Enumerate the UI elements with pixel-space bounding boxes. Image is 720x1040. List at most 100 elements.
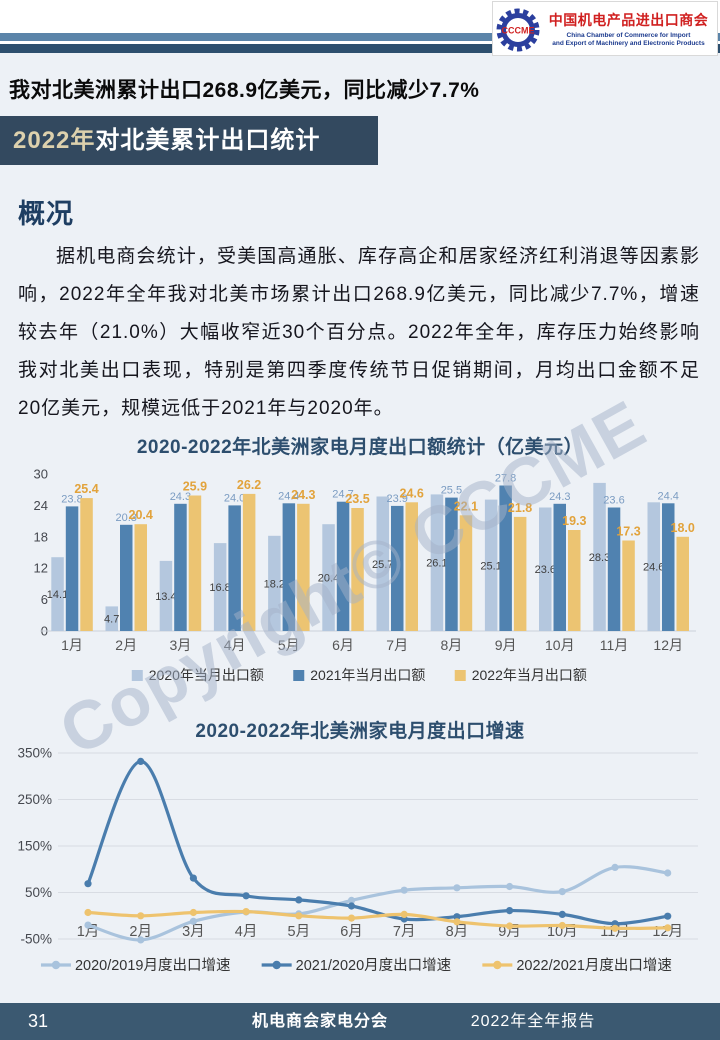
line-month-label: 2月 [129, 924, 152, 940]
bar-month-label: 12月 [653, 637, 683, 653]
line-data-point [506, 907, 514, 915]
line-data-point [506, 922, 514, 930]
line-data-point [558, 910, 566, 918]
legend-dot-marker [272, 960, 281, 970]
bar-data-label: 25.1 [480, 560, 501, 572]
bar-data-label: 16.8 [209, 582, 230, 594]
bar-segment [159, 560, 173, 631]
bar-segment [459, 515, 473, 631]
line-data-point [137, 936, 145, 944]
line-data-point [84, 921, 92, 929]
line-y-tick-label: 150% [17, 839, 52, 854]
bar-segment [242, 493, 256, 631]
line-data-point [347, 902, 356, 910]
bar-data-label: 25.9 [183, 479, 207, 493]
bar-month-label: 2月 [115, 637, 137, 653]
bar-segment [568, 530, 581, 631]
line-data-point [295, 896, 303, 904]
bar-segment [405, 502, 418, 631]
footer-center-text: 机电商会家电分会 [251, 1013, 388, 1030]
line-data-point [453, 918, 461, 926]
bar-segment [322, 524, 335, 631]
bar-data-label: 23.8 [61, 493, 82, 505]
bar-data-label: 25.4 [74, 482, 98, 496]
bar-y-tick-label: 30 [34, 467, 48, 482]
bar-segment [593, 482, 606, 631]
line-series-path [86, 865, 670, 942]
bar-data-label: 18.0 [671, 521, 695, 535]
bar-data-label: 20.4 [129, 508, 153, 522]
bar-data-label: 17.3 [616, 524, 640, 538]
bar-data-label: 25.5 [441, 485, 462, 497]
bar-y-tick-label: 6 [41, 592, 48, 607]
bar-month-label: 4月 [224, 637, 246, 653]
bar-data-label: 23.6 [535, 564, 556, 576]
org-name-en: China Chamber of Commerce for Import and… [543, 32, 714, 48]
line-month-label: 7月 [393, 924, 416, 940]
bar-segment [105, 606, 118, 631]
line-y-tick-label: 350% [17, 746, 52, 761]
line-data-point [558, 921, 566, 930]
line-chart-title: 2020-2022年北美洲家电月度出口增速 [195, 721, 525, 742]
line-chart: 350%250%150%50%-50% 1月 2月 3月 4月 5月 6月 7月 8月 9月 10月… [17, 746, 698, 974]
bar-data-label: 23.5 [345, 492, 369, 506]
bar-segment [499, 485, 512, 631]
line-data-point [611, 863, 619, 871]
line-data-point [137, 757, 145, 765]
line-data-point [242, 908, 250, 916]
line-data-point [664, 869, 672, 877]
page-number: 31 [28, 1011, 49, 1031]
line-data-point [84, 880, 92, 888]
bar-y-tick-label: 18 [34, 529, 48, 544]
bar-data-label: 26.2 [237, 478, 261, 492]
bar-segment [336, 501, 350, 631]
line-data-point [84, 908, 92, 917]
bar-month-label: 5月 [278, 637, 300, 653]
bar-segment [647, 502, 660, 631]
overview-paragraph: 据机电商会统计，受美国高通胀、库存高企和居家经济红利消退等因素影响，2022年全… [18, 246, 700, 419]
bar-segment [553, 503, 566, 631]
bar-segment [297, 503, 310, 631]
bar-segment [120, 524, 133, 631]
bar-segment [213, 543, 227, 631]
bar-data-label: 13.4 [155, 591, 176, 603]
bar-segment [174, 503, 187, 631]
org-name-cn: 中国机电产品进出口商会 [548, 11, 709, 28]
line-data-point [506, 882, 514, 891]
header-stripe-light [0, 33, 720, 41]
bar-data-label: 23.9 [386, 493, 407, 505]
bar-segment [282, 503, 296, 631]
line-data-point [400, 886, 408, 894]
line-month-label: 3月 [182, 924, 205, 940]
legend-label: 2020年当月出口额 [149, 667, 264, 683]
bar-segment [351, 508, 364, 631]
bar-segment [51, 557, 64, 631]
bar-month-label: 7月 [386, 637, 408, 653]
bar-y-tick-label: 24 [34, 498, 48, 513]
banner-year: 2022年 [13, 127, 96, 154]
bar-data-label: 28.3 [589, 552, 610, 564]
line-data-point [189, 874, 197, 882]
bar-data-label: 24.4 [657, 490, 678, 502]
bar-data-label: 24.3 [549, 491, 570, 503]
cccme-gear-abbr: CCCME [502, 25, 535, 35]
header-stripe-dark [0, 44, 720, 53]
org-name-en-line1: China Chamber of Commerce for Import [566, 31, 691, 39]
cccme-gear-icon: CCCME [493, 4, 543, 54]
bar-data-label: 20.4 [318, 573, 339, 585]
line-series-path [86, 909, 670, 931]
bar-month-label: 8月 [441, 637, 463, 653]
bar-data-label: 24.4 [278, 490, 299, 502]
cccme-logo-text: 中国机电产品进出口商会 China Chamber of Commerce fo… [543, 10, 717, 48]
legend-swatch [293, 670, 305, 681]
bar-data-label: 19.3 [562, 514, 586, 528]
line-data-point [189, 917, 197, 925]
line-month-label: 9月 [498, 924, 521, 940]
bar-data-label: 24.6 [643, 562, 664, 574]
footer-bar: 31 机电商会家电分会 2022年全年报告 [0, 1003, 720, 1040]
legend-label: 2021年当月出口额 [310, 667, 425, 683]
bar-segment [430, 494, 444, 631]
bar-data-label: 21.8 [508, 501, 532, 515]
line-data-point [400, 910, 408, 918]
bar-month-label: 11月 [600, 637, 629, 653]
